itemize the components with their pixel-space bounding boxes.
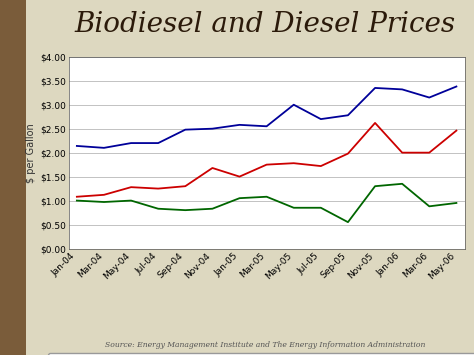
B100 to Diesel Spread bbox=[372, 184, 378, 188]
US Retail Diesel Price Pre-Tax bbox=[128, 185, 134, 189]
B100 to Diesel Spread bbox=[264, 195, 269, 199]
B100 to Diesel Spread bbox=[454, 201, 459, 205]
B100 to Diesel Spread bbox=[318, 206, 324, 210]
B100 Pre-Tax bbox=[372, 86, 378, 90]
B100 to Diesel Spread bbox=[399, 182, 405, 186]
US Retail Diesel Price Pre-Tax bbox=[345, 152, 351, 156]
B100 Pre-Tax bbox=[128, 141, 134, 145]
US Retail Diesel Price Pre-Tax bbox=[210, 166, 215, 170]
US Retail Diesel Price Pre-Tax bbox=[427, 151, 432, 155]
B100 Pre-Tax bbox=[155, 141, 161, 145]
B100 to Diesel Spread bbox=[427, 204, 432, 208]
B100 Pre-Tax bbox=[318, 117, 324, 121]
US Retail Diesel Price Pre-Tax bbox=[318, 164, 324, 168]
Line: B100 to Diesel Spread: B100 to Diesel Spread bbox=[77, 184, 456, 222]
Text: Source: Energy Management Institute and The Energy Information Administration: Source: Energy Management Institute and … bbox=[105, 340, 426, 349]
B100 Pre-Tax bbox=[427, 95, 432, 100]
B100 Pre-Tax bbox=[101, 146, 107, 150]
B100 Pre-Tax bbox=[237, 123, 242, 127]
B100 Pre-Tax bbox=[454, 84, 459, 89]
US Retail Diesel Price Pre-Tax bbox=[399, 151, 405, 155]
US Retail Diesel Price Pre-Tax bbox=[182, 184, 188, 188]
US Retail Diesel Price Pre-Tax bbox=[155, 186, 161, 191]
Legend: US Retail Diesel Price Pre-Tax, B100 Pre-Tax, B100 to Diesel Spread: US Retail Diesel Price Pre-Tax, B100 Pre… bbox=[48, 353, 474, 355]
B100 Pre-Tax bbox=[74, 144, 80, 148]
US Retail Diesel Price Pre-Tax bbox=[291, 161, 297, 165]
Line: B100 Pre-Tax: B100 Pre-Tax bbox=[77, 87, 456, 148]
B100 to Diesel Spread bbox=[345, 220, 351, 224]
B100 Pre-Tax bbox=[182, 127, 188, 132]
Text: Biodiesel and Diesel Prices: Biodiesel and Diesel Prices bbox=[75, 11, 456, 38]
B100 Pre-Tax bbox=[291, 103, 297, 107]
B100 to Diesel Spread bbox=[74, 198, 80, 203]
B100 to Diesel Spread bbox=[237, 196, 242, 200]
US Retail Diesel Price Pre-Tax bbox=[264, 163, 269, 167]
B100 to Diesel Spread bbox=[101, 200, 107, 204]
US Retail Diesel Price Pre-Tax bbox=[372, 121, 378, 125]
US Retail Diesel Price Pre-Tax bbox=[74, 195, 80, 199]
B100 to Diesel Spread bbox=[182, 208, 188, 212]
US Retail Diesel Price Pre-Tax bbox=[101, 193, 107, 197]
B100 Pre-Tax bbox=[399, 87, 405, 92]
B100 to Diesel Spread bbox=[128, 198, 134, 203]
US Retail Diesel Price Pre-Tax bbox=[454, 129, 459, 133]
B100 Pre-Tax bbox=[210, 126, 215, 131]
B100 to Diesel Spread bbox=[291, 206, 297, 210]
US Retail Diesel Price Pre-Tax bbox=[237, 174, 242, 179]
B100 to Diesel Spread bbox=[210, 207, 215, 211]
B100 Pre-Tax bbox=[264, 124, 269, 129]
Line: US Retail Diesel Price Pre-Tax: US Retail Diesel Price Pre-Tax bbox=[77, 123, 456, 197]
B100 to Diesel Spread bbox=[155, 207, 161, 211]
B100 Pre-Tax bbox=[345, 113, 351, 118]
Y-axis label: $ per Gallon: $ per Gallon bbox=[26, 123, 36, 182]
